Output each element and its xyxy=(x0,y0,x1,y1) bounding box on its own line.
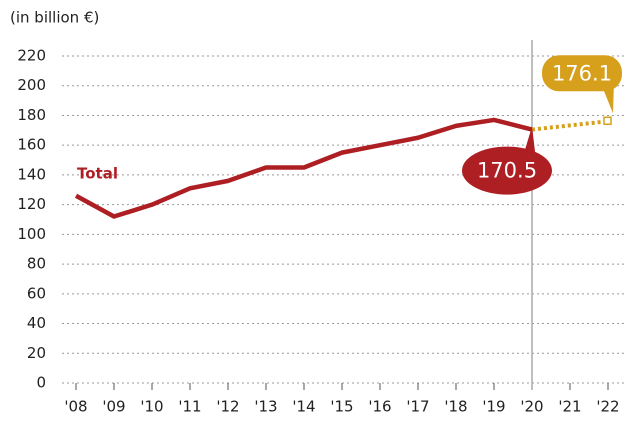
x-tick-label: '09 xyxy=(102,398,125,416)
series-line xyxy=(74,117,533,219)
x-tick-label: '18 xyxy=(444,398,467,416)
y-tick-label: 220 xyxy=(17,47,46,65)
x-tick-label: '22 xyxy=(596,398,619,416)
x-tick-label: '20 xyxy=(520,398,543,416)
y-tick-label: 0 xyxy=(36,374,46,392)
x-tick-label: '17 xyxy=(406,398,429,416)
x-tick-label: '14 xyxy=(292,398,315,416)
x-tick-label: '19 xyxy=(482,398,505,416)
series-label: Total xyxy=(77,165,118,183)
y-tick-label: 20 xyxy=(27,344,46,362)
x-tick-label: '15 xyxy=(330,398,353,416)
y-tick-label: 40 xyxy=(27,314,46,332)
x-tick-label: '16 xyxy=(368,398,391,416)
x-tick-label: '21 xyxy=(558,398,581,416)
x-tick-label: '12 xyxy=(216,398,239,416)
x-tick-label: '10 xyxy=(140,398,163,416)
callout xyxy=(542,55,622,92)
y-tick-label: 140 xyxy=(17,165,46,183)
callout xyxy=(462,146,552,195)
y-tick-label: 120 xyxy=(17,195,46,213)
y-tick-label: 100 xyxy=(17,225,46,243)
series-line xyxy=(531,119,609,132)
x-tick-label: '08 xyxy=(64,398,87,416)
value-label: 170.5 xyxy=(477,159,537,183)
end-marker xyxy=(603,116,612,126)
x-tick-label: '11 xyxy=(178,398,201,416)
y-tick-label: 60 xyxy=(27,284,46,302)
y-tick-label: 180 xyxy=(17,106,46,124)
y-tick-label: 160 xyxy=(17,136,46,154)
y-tick-label: 200 xyxy=(17,76,46,94)
value-label: 176.1 xyxy=(552,61,612,85)
y-axis-label: (in billion €) xyxy=(10,9,99,27)
x-tick-label: '13 xyxy=(254,398,277,416)
y-tick-label: 80 xyxy=(27,255,46,273)
